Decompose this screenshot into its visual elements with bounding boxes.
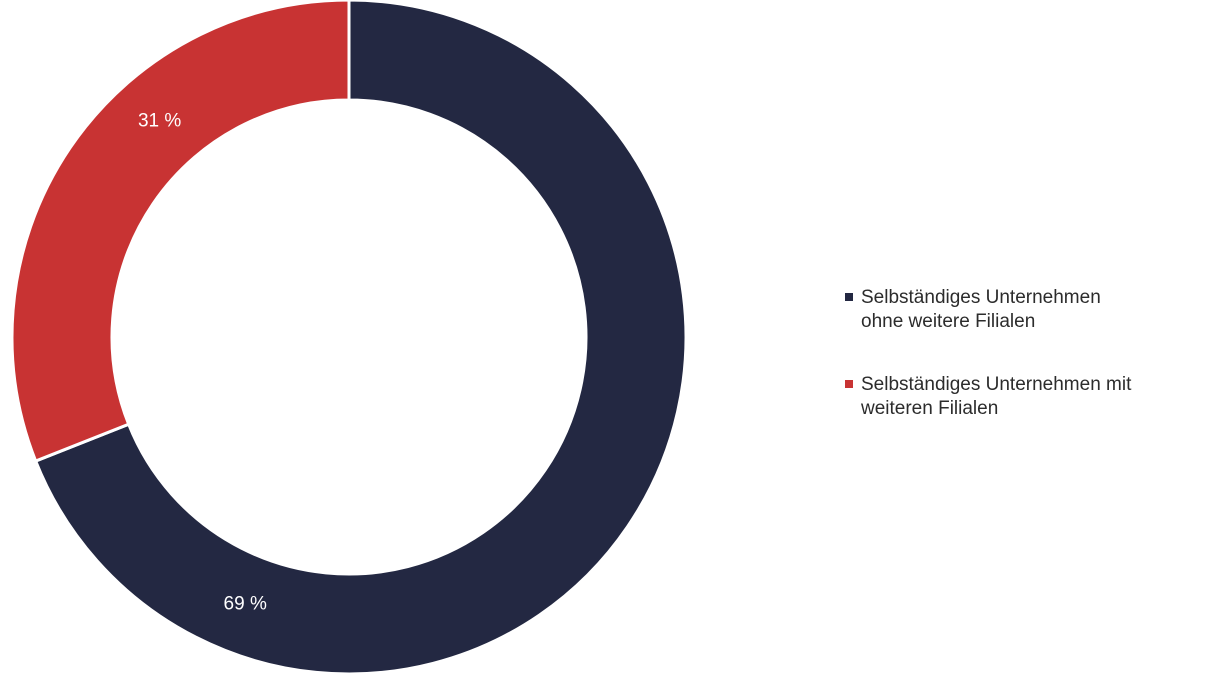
legend-label: Selbständiges Unternehmen ohne weitere F…: [861, 287, 1101, 332]
legend-swatch-red: [845, 380, 853, 388]
legend-item-mit-filialen: Selbständiges Unternehmen mit weiteren F…: [845, 373, 1215, 421]
legend-item-ohne-filialen: Selbständiges Unternehmen ohne weitere F…: [845, 286, 1215, 334]
legend: Selbständiges Unternehmen ohne weitere F…: [845, 286, 1215, 460]
donut-chart: 69 % 31 %: [10, 0, 688, 675]
slice-value-label-1: 31 %: [138, 110, 181, 131]
legend-label: Selbständiges Unternehmen mit weiteren F…: [861, 374, 1132, 419]
donut-slice-1: [10, 0, 351, 464]
slice-value-label-0: 69 %: [224, 594, 267, 615]
donut-slice-0: [33, 0, 688, 675]
legend-swatch-navy: [845, 293, 853, 301]
